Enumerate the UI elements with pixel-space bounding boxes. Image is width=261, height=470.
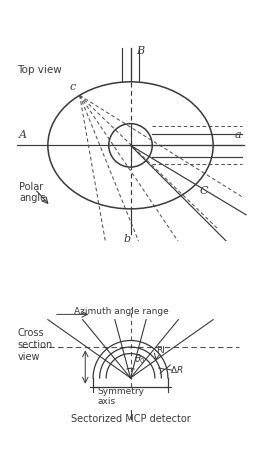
- Text: C: C: [200, 186, 209, 196]
- Text: Top view: Top view: [17, 65, 62, 75]
- Text: c: c: [70, 82, 76, 92]
- Text: Azimuth angle range: Azimuth angle range: [74, 307, 169, 316]
- Text: b: b: [123, 234, 130, 244]
- Text: a: a: [235, 130, 241, 140]
- Text: B: B: [136, 46, 144, 56]
- Text: A: A: [19, 130, 27, 140]
- Text: $\theta_0$: $\theta_0$: [134, 352, 146, 366]
- Text: Symmetry
axis: Symmetry axis: [97, 387, 144, 406]
- Text: Sectorized MCP detector: Sectorized MCP detector: [71, 414, 190, 424]
- Text: Cross
section
view: Cross section view: [17, 329, 53, 361]
- Text: Polar
angle: Polar angle: [19, 182, 46, 204]
- Text: RI: RI: [157, 346, 165, 355]
- Text: $\Delta R$: $\Delta R$: [170, 364, 184, 375]
